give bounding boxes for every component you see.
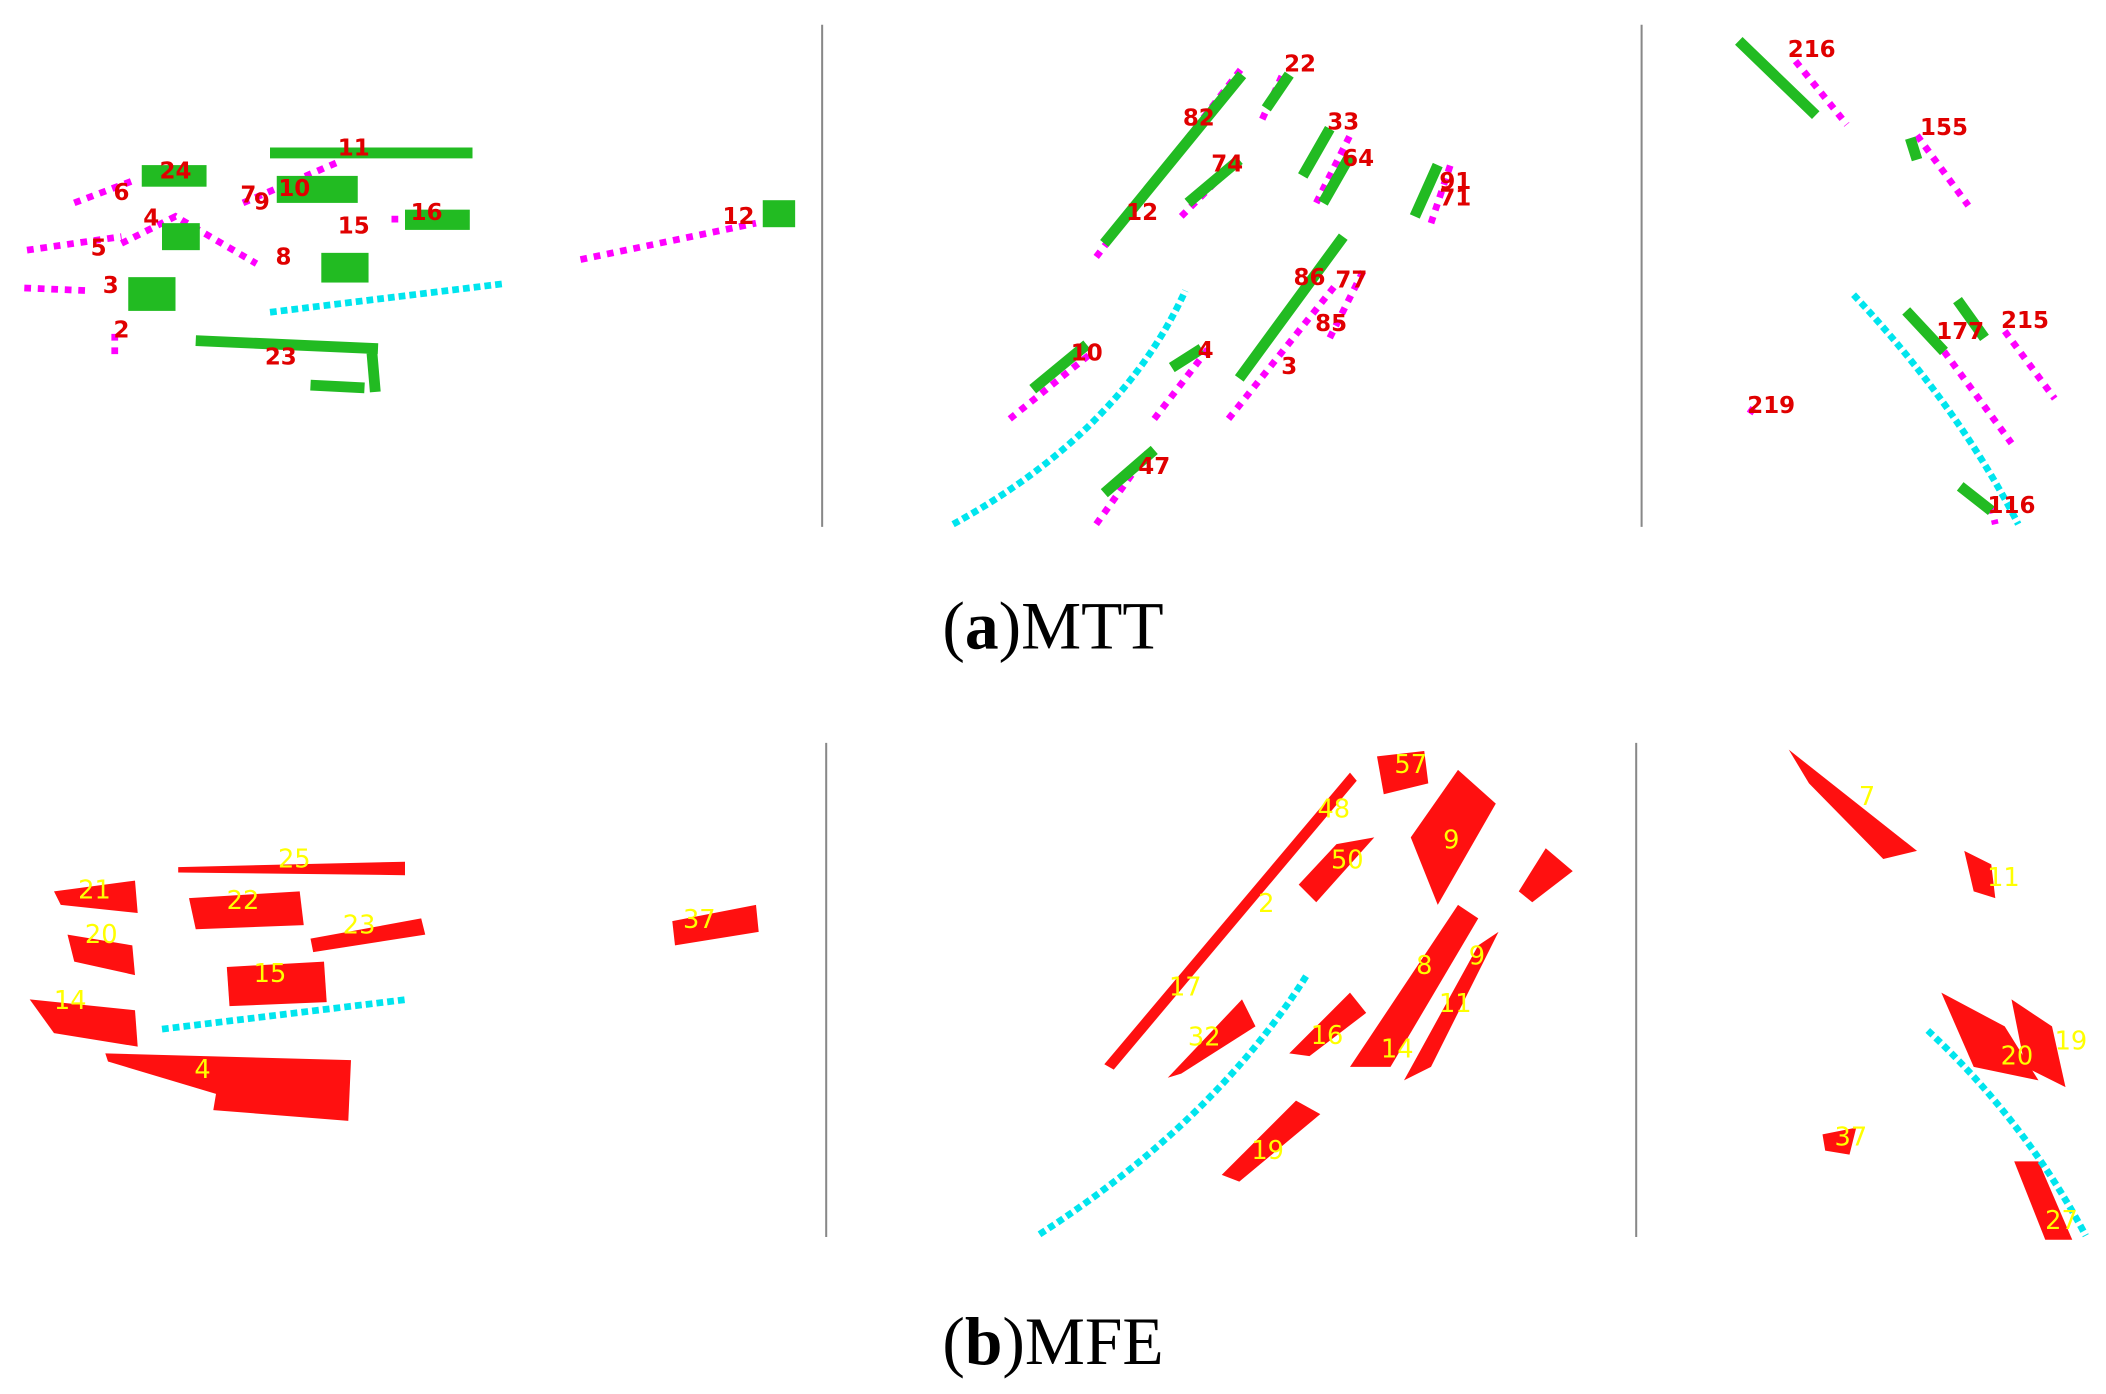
track-id: 22 <box>1284 52 1316 78</box>
panel-b-shapes <box>29 749 2089 1240</box>
track-id: 27 <box>2045 1206 2078 1236</box>
track-id: 48 <box>1317 794 1350 824</box>
track-id: 2 <box>114 318 130 344</box>
track-id: 11 <box>338 135 370 161</box>
caption: (b)MFE <box>942 1304 1163 1379</box>
track-id: 91 <box>1439 169 1471 195</box>
track-id: 4 <box>1198 338 1214 364</box>
track-id: 74 <box>1211 152 1243 178</box>
track-id: 155 <box>1920 115 1968 141</box>
track-id: 7 <box>240 183 256 209</box>
track-id: 64 <box>1342 146 1374 172</box>
caption-method: MTT <box>1021 588 1163 663</box>
panel-a-shapes <box>24 37 2058 528</box>
track-id: 16 <box>411 200 443 226</box>
track-id: 216 <box>1788 37 1836 63</box>
track-id: 9 <box>1443 825 1459 855</box>
track-id: 16 <box>1311 1021 1344 1051</box>
caption: (a)MTT <box>942 588 1163 663</box>
track-id: 9 <box>254 189 270 215</box>
track-id: 21 <box>78 875 111 905</box>
track-id: 20 <box>85 920 118 950</box>
track-id: 215 <box>2001 308 2049 334</box>
caption-letter: a <box>965 588 999 663</box>
panel-a-labels: 24 6 7 9 10 11 4 15 16 5 8 3 2 23 12 22 … <box>91 37 2049 519</box>
panel-b-labels: 25 21 22 20 23 15 14 4 37 57 48 50 9 2 8… <box>54 750 2087 1236</box>
track-id: 7 <box>1859 782 1875 812</box>
track-id: 4 <box>143 206 159 232</box>
track-id: 11 <box>1987 863 2020 893</box>
track-id: 5 <box>91 235 107 261</box>
track-id: 2 <box>1258 889 1274 919</box>
track-id: 19 <box>2055 1027 2088 1057</box>
track-id: 10 <box>278 176 310 202</box>
caption-method: MFE <box>1025 1304 1164 1379</box>
caption-part: ) <box>999 588 1021 663</box>
caption-letter: b <box>965 1304 1003 1379</box>
track-id: 9 <box>1469 942 1485 972</box>
track-id: 177 <box>1936 319 1984 345</box>
track-id: 33 <box>1327 110 1359 136</box>
caption-part: ( <box>942 588 964 663</box>
track-id: 19 <box>1251 1136 1284 1166</box>
track-id: 4 <box>194 1055 210 1085</box>
track-id: 8 <box>276 245 292 271</box>
caption-part: ) <box>1002 1304 1024 1379</box>
track-id: 22 <box>227 886 260 916</box>
track-id: 20 <box>2001 1041 2034 1071</box>
track-id: 23 <box>343 911 376 941</box>
track-id: 86 <box>1294 265 1326 291</box>
track-id: 24 <box>160 158 192 184</box>
track-id: 14 <box>54 986 87 1016</box>
track-id: 82 <box>1183 106 1215 132</box>
track-id: 85 <box>1315 311 1347 337</box>
track-id: 8 <box>1416 951 1432 981</box>
track-id: 47 <box>1138 454 1170 480</box>
track-id: 23 <box>265 345 297 371</box>
track-id: 37 <box>683 905 716 935</box>
track-id: 12 <box>1126 200 1158 226</box>
track-id: 3 <box>103 273 119 299</box>
track-id: 12 <box>722 204 754 230</box>
track-id: 50 <box>1331 846 1364 876</box>
track-id: 219 <box>1747 393 1795 419</box>
track-id: 77 <box>1335 268 1367 294</box>
track-id: 25 <box>278 844 311 874</box>
caption-part: ( <box>942 1304 964 1379</box>
track-id: 15 <box>338 214 370 240</box>
track-id: 17 <box>1169 973 1202 1003</box>
track-id: 32 <box>1188 1023 1221 1053</box>
track-id: 37 <box>1835 1122 1868 1152</box>
track-id: 10 <box>1071 341 1103 367</box>
track-id: 57 <box>1394 750 1427 780</box>
track-id: 3 <box>1281 354 1297 380</box>
track-id: 71 <box>1439 185 1471 211</box>
track-id: 15 <box>254 959 287 989</box>
track-id: 14 <box>1381 1035 1414 1065</box>
track-id: 6 <box>114 180 130 206</box>
track-id: 116 <box>1988 493 2036 519</box>
track-id: 11 <box>1439 989 1472 1019</box>
